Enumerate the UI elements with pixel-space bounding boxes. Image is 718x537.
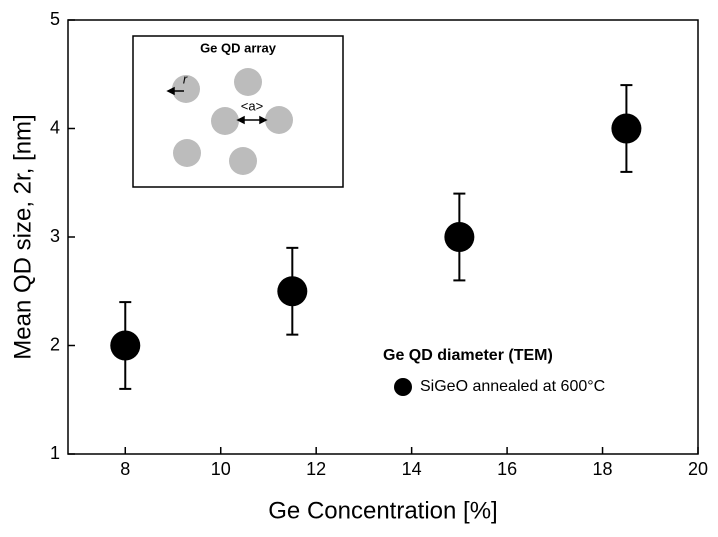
- inset-label: r: [183, 71, 188, 86]
- point: [444, 222, 475, 252]
- x-tick-label: 14: [402, 459, 422, 479]
- inset-label: <a>: [241, 98, 263, 113]
- point: [611, 113, 642, 144]
- y-tick-label: 2: [50, 334, 60, 354]
- y-tick-label: 5: [50, 9, 60, 29]
- inset-title: Ge QD array: [200, 40, 277, 55]
- inset-arrows: [166, 86, 268, 125]
- y-axis-label: Mean QD size, 2r, [nm]: [9, 114, 36, 359]
- legend-marker: [394, 378, 412, 396]
- qd-dots: [172, 68, 293, 175]
- point: [110, 330, 141, 361]
- legend-label: SiGeO annealed at 600°C: [420, 378, 605, 395]
- point: [277, 276, 308, 307]
- y-tick-label: 4: [50, 117, 60, 137]
- x-tick-label: 20: [688, 459, 708, 479]
- x-axis-label: Ge Concentration [%]: [268, 497, 497, 524]
- x-tick-label: 12: [306, 459, 326, 479]
- x-tick-label: 18: [593, 459, 613, 479]
- y-tick-label: 3: [50, 226, 60, 246]
- x-tick-label: 10: [211, 459, 231, 479]
- legend-title: Ge QD diameter (TEM): [383, 347, 553, 364]
- y-tick-label: 1: [50, 443, 60, 463]
- x-tick-label: 8: [120, 459, 130, 479]
- x-tick-label: 16: [497, 459, 517, 479]
- inset: Ge QD array r <a>: [132, 35, 344, 188]
